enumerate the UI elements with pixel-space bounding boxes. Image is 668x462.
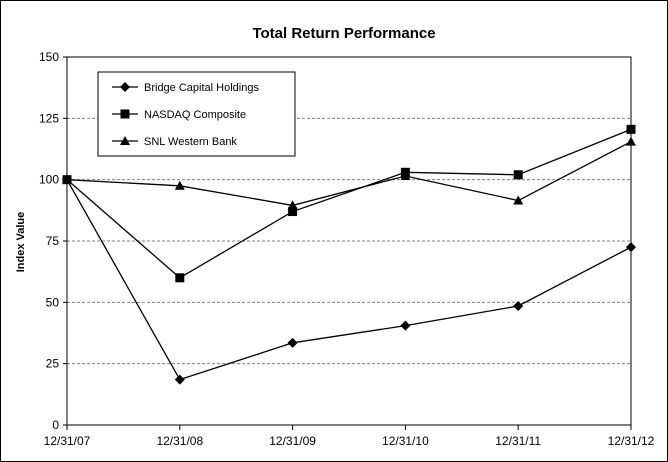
- axes: [63, 56, 632, 430]
- y-tick-labels: 0 25 50 75 100 125 150: [39, 50, 59, 432]
- data-point-snl-western-bank: [174, 180, 185, 190]
- x-tick-label: 12/31/08: [156, 434, 203, 448]
- data-point-nasdaq-composite: [513, 170, 523, 180]
- legend-marker-nasdaq-composite: [120, 109, 130, 119]
- x-tick-label: 12/31/07: [44, 434, 91, 448]
- series-line-nasdaq-composite: [66, 128, 632, 279]
- data-point-bridge-capital-holdings: [400, 320, 411, 331]
- series-snl-western-bank: [62, 136, 636, 210]
- y-tick-label: 25: [46, 357, 60, 371]
- legend-label-bridge-capital-holdings: Bridge Capital Holdings: [144, 82, 259, 94]
- x-tick-label: 12/31/11: [495, 434, 541, 448]
- x-tick-label: 12/31/12: [608, 434, 655, 448]
- y-tick-label: 50: [46, 295, 60, 309]
- data-point-snl-western-bank: [400, 170, 411, 180]
- series-bridge-capital-holdings: [62, 174, 636, 385]
- data-point-snl-western-bank: [62, 174, 72, 184]
- legend-marker-bridge-capital-holdings: [120, 82, 130, 92]
- x-tick-labels: 12/31/07 12/31/08 12/31/09 12/31/10 12/31/11…: [44, 434, 655, 448]
- y-tick-label: 75: [46, 234, 60, 248]
- series-line-snl-western-bank: [66, 141, 632, 207]
- x-tick-label: 12/31/10: [382, 434, 429, 448]
- data-point-snl-western-bank: [513, 195, 524, 205]
- data-point-snl-western-bank: [287, 200, 298, 210]
- y-tick-label: 100: [39, 173, 59, 187]
- chart-title: Total Return Performance: [252, 25, 435, 42]
- data-point-nasdaq-composite: [626, 124, 636, 134]
- legend-label-nasdaq-composite: NASDAQ Composite: [144, 109, 246, 121]
- x-tick-label: 12/31/09: [269, 434, 316, 448]
- series-line-bridge-capital-holdings: [66, 179, 632, 381]
- legend: Bridge Capital Holdings NASDAQ Composite S…: [97, 71, 296, 157]
- data-point-nasdaq-composite: [175, 273, 185, 283]
- data-point-bridge-capital-holdings: [626, 242, 636, 253]
- plot-area: [66, 56, 632, 426]
- y-tick-label: 150: [39, 50, 59, 64]
- grid-lines: [67, 117, 631, 365]
- y-tick-label: 0: [52, 418, 59, 432]
- y-tick-label: 125: [39, 111, 59, 125]
- data-point-snl-western-bank: [626, 136, 636, 146]
- series-lines: [62, 124, 636, 385]
- data-point-bridge-capital-holdings: [174, 374, 185, 385]
- data-point-bridge-capital-holdings: [513, 301, 524, 312]
- legend-label-snl-western-bank: SNL Western Bank: [144, 136, 237, 148]
- legend-marker-snl-western-bank: [120, 136, 130, 145]
- data-point-nasdaq-composite: [288, 207, 298, 217]
- y-axis-title: Index Value: [15, 212, 27, 273]
- data-point-bridge-capital-holdings: [287, 337, 298, 348]
